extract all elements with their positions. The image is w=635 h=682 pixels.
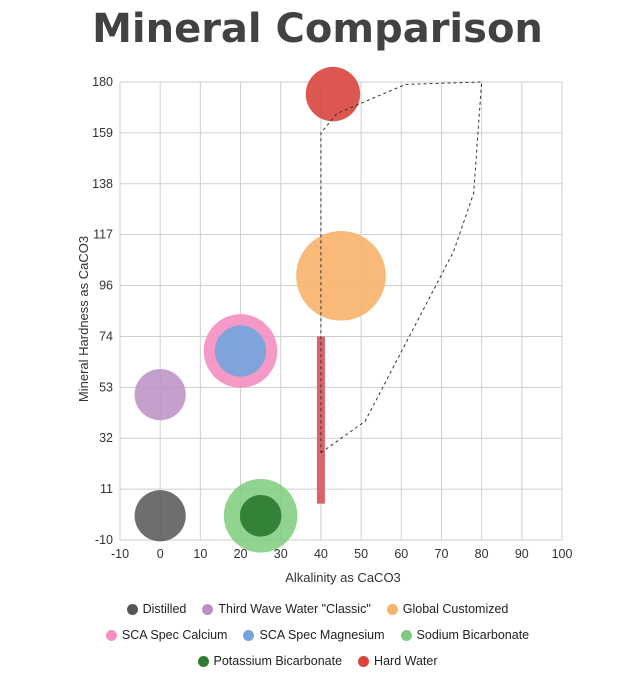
bubble-third-wave-water-classic <box>134 369 186 421</box>
legend-label: Global Customized <box>402 602 509 616</box>
legend-row: SCA Spec Calcium SCA Spec Magnesium Sodium… <box>0 622 635 648</box>
x-tick-label: 100 <box>552 547 573 561</box>
chart-area: -10 0 10 20 30 40 50 60 70 80 90 100 -10 11 32 53 74 96 11… <box>76 66 573 585</box>
legend-item[interactable]: Distilled <box>126 602 187 616</box>
legend-item[interactable]: Potassium Bicarbonate <box>197 654 343 668</box>
x-tick-label: 80 <box>475 547 489 561</box>
x-tick-label: 40 <box>314 547 328 561</box>
y-tick-label: 138 <box>92 177 113 191</box>
legend-label: Potassium Bicarbonate <box>213 654 343 668</box>
x-tick-label: 20 <box>234 547 248 561</box>
bubble-potassium-bicarbonate <box>239 494 282 537</box>
legend-row: Distilled Third Wave Water "Classic" Globa… <box>0 596 635 622</box>
legend-item[interactable]: Sodium Bicarbonate <box>400 628 530 642</box>
legend-swatch-icon <box>197 655 209 667</box>
legend-label: Distilled <box>142 602 187 616</box>
chart-legend: Distilled Third Wave Water "Classic" Globa… <box>0 596 635 674</box>
y-tick-label: 180 <box>92 75 113 89</box>
y-tick-label: -10 <box>95 533 113 547</box>
y-tick-label: 32 <box>99 431 113 445</box>
y-tick-label: 96 <box>99 279 113 293</box>
hardness-bar <box>316 336 325 504</box>
y-tick-label: 74 <box>99 329 113 343</box>
legend-row: Potassium Bicarbonate Hard Water <box>0 648 635 674</box>
legend-swatch-icon <box>202 603 214 615</box>
y-tick-label: 159 <box>92 126 113 140</box>
legend-label: SCA Spec Magnesium <box>259 628 385 642</box>
bubble-distilled <box>134 490 186 542</box>
x-tick-label: 50 <box>354 547 368 561</box>
bubble-global-customized <box>296 231 386 321</box>
y-tick-label: 11 <box>100 482 113 496</box>
bubble-hard-water <box>305 66 361 122</box>
legend-swatch-icon <box>358 655 370 667</box>
legend-item[interactable]: Hard Water <box>358 654 438 668</box>
legend-label: SCA Spec Calcium <box>121 628 228 642</box>
legend-item[interactable]: Third Wave Water "Classic" <box>202 602 371 616</box>
legend-item[interactable]: SCA Spec Calcium <box>105 628 228 642</box>
legend-swatch-icon <box>400 629 412 641</box>
legend-swatch-icon <box>126 603 138 615</box>
x-tick-label: 60 <box>394 547 408 561</box>
x-tick-label: 90 <box>515 547 529 561</box>
x-tick-label: 70 <box>435 547 449 561</box>
legend-swatch-icon <box>386 603 398 615</box>
legend-swatch-icon <box>243 629 255 641</box>
bubble-sca-spec-magnesium <box>214 325 267 377</box>
y-tick-label: 117 <box>93 228 113 242</box>
x-tick-label: -10 <box>111 547 129 561</box>
legend-label: Sodium Bicarbonate <box>416 628 530 642</box>
x-tick-label: 10 <box>193 547 207 561</box>
x-axis-label: Alkalinity as CaCO3 <box>285 570 401 585</box>
y-axis-label: Mineral Hardness as CaCO3 <box>76 236 91 402</box>
x-tick-label: 0 <box>157 547 164 561</box>
legend-item[interactable]: SCA Spec Magnesium <box>243 628 385 642</box>
y-tick-label: 53 <box>99 380 113 394</box>
legend-label: Third Wave Water "Classic" <box>218 602 371 616</box>
x-tick-label: 30 <box>274 547 288 561</box>
legend-swatch-icon <box>105 629 117 641</box>
legend-label: Hard Water <box>374 654 438 668</box>
legend-item[interactable]: Global Customized <box>386 602 509 616</box>
chart-title: Mineral Comparison <box>92 6 543 52</box>
